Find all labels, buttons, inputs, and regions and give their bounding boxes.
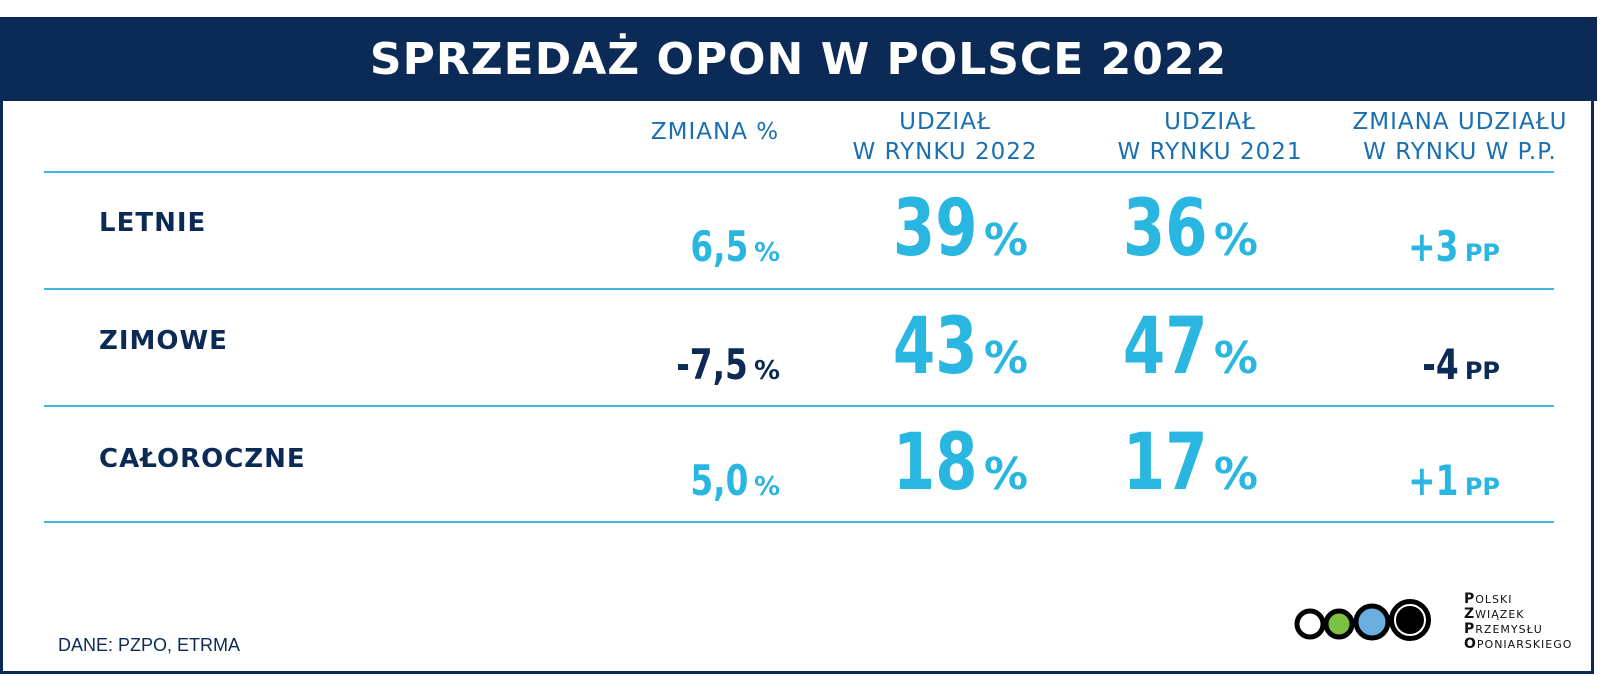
logo-initial: Z xyxy=(1464,606,1476,622)
share-2022-number: 18 xyxy=(893,418,978,508)
source-note: DANE: PZPO, ETRMA xyxy=(58,635,241,655)
change-unit: % xyxy=(753,472,780,502)
infographic-frame xyxy=(0,17,1594,674)
pp-value: -4 PP xyxy=(1412,340,1500,389)
logo-rest: PONIARSKIEGO xyxy=(1476,638,1573,651)
logo-circle-white xyxy=(1294,608,1326,640)
header-share-change-line2: W RYNKU W P.P. xyxy=(1363,139,1557,165)
percent-unit: % xyxy=(1213,215,1258,266)
percent-unit: % xyxy=(983,215,1028,266)
logo-line-2: ZWIĄZEK xyxy=(1464,607,1572,622)
share-2021-value: 17% xyxy=(1099,418,1258,508)
percent-unit: % xyxy=(1213,449,1258,500)
logo-line-4: OPONIARSKIEGO xyxy=(1464,637,1572,652)
share-2022-number: 39 xyxy=(893,184,978,274)
logo-circle-black-ring xyxy=(1394,604,1426,636)
logo-initial: O xyxy=(1464,636,1477,652)
row-label-zimowe: ZIMOWE xyxy=(99,326,228,356)
share-2022-value: 43% xyxy=(869,302,1028,392)
divider xyxy=(44,288,1554,290)
share-2022-value: 39% xyxy=(869,184,1028,274)
title-bar: SPRZEDAŻ OPON W POLSCE 2022 xyxy=(0,17,1597,101)
pp-unit: PP xyxy=(1464,357,1500,385)
percent-unit: % xyxy=(983,333,1028,384)
pzpo-logo xyxy=(1294,599,1431,641)
logo-initial: P xyxy=(1464,621,1476,637)
header-share-2021: UDZIAŁ W RYNKU 2021 xyxy=(1100,107,1320,167)
change-number: 6,5 xyxy=(689,222,748,271)
header-change: ZMIANA % xyxy=(630,117,800,177)
logo-rest: RZEMYSŁU xyxy=(1475,623,1543,636)
header-change-line1: ZMIANA % xyxy=(650,119,780,145)
percent-unit: % xyxy=(1213,333,1258,384)
header-share-2022-line2: W RYNKU 2022 xyxy=(852,139,1038,165)
pp-number: +1 xyxy=(1408,456,1459,505)
share-2021-number: 17 xyxy=(1123,418,1208,508)
logo-rest: WIĄZEK xyxy=(1475,608,1525,621)
change-unit: % xyxy=(753,238,780,268)
change-number: -7,5 xyxy=(676,340,748,389)
row-label-caloroczne: CAŁOROCZNE xyxy=(99,444,306,474)
pp-value: +3 PP xyxy=(1394,222,1500,271)
change-value: 6,5% xyxy=(674,222,780,271)
header-share-change: ZMIANA UDZIAŁU W RYNKU W P.P. xyxy=(1330,107,1590,167)
share-2021-value: 47% xyxy=(1099,302,1258,392)
page-title: SPRZEDAŻ OPON W POLSCE 2022 xyxy=(369,33,1228,85)
share-2022-value: 18% xyxy=(869,418,1028,508)
header-share-2022: UDZIAŁ W RYNKU 2022 xyxy=(830,107,1060,167)
header-share-2021-line1: UDZIAŁ xyxy=(1164,109,1256,135)
pp-value: +1 PP xyxy=(1394,456,1500,505)
logo-rest: OLSKI xyxy=(1475,593,1513,606)
header-share-change-line1: ZMIANA UDZIAŁU xyxy=(1352,109,1568,135)
divider xyxy=(44,405,1554,407)
pp-unit: PP xyxy=(1464,473,1500,501)
logo-circle-green xyxy=(1323,608,1355,640)
change-value: -7,5% xyxy=(656,340,780,389)
change-unit: % xyxy=(753,356,780,386)
share-2021-value: 36% xyxy=(1099,184,1258,274)
pp-number: +3 xyxy=(1408,222,1459,271)
logo-line-3: PRZEMYSŁU xyxy=(1464,622,1572,637)
divider xyxy=(44,521,1554,523)
pp-number: -4 xyxy=(1422,340,1459,389)
logo-circle-blue xyxy=(1353,603,1391,641)
share-2021-number: 47 xyxy=(1123,302,1208,392)
row-label-letnie: LETNIE xyxy=(99,208,207,238)
share-2022-number: 43 xyxy=(893,302,978,392)
divider xyxy=(44,171,1554,173)
logo-line-1: POLSKI xyxy=(1464,592,1572,607)
logo-wordmark: POLSKI ZWIĄZEK PRZEMYSŁU OPONIARSKIEGO xyxy=(1464,592,1572,652)
change-value: 5,0% xyxy=(674,456,780,505)
percent-unit: % xyxy=(983,449,1028,500)
change-number: 5,0 xyxy=(689,456,748,505)
pp-unit: PP xyxy=(1464,239,1500,267)
header-share-2022-line1: UDZIAŁ xyxy=(899,109,991,135)
logo-initial: P xyxy=(1464,591,1476,607)
header-share-2021-line2: W RYNKU 2021 xyxy=(1117,139,1303,165)
share-2021-number: 36 xyxy=(1123,184,1208,274)
